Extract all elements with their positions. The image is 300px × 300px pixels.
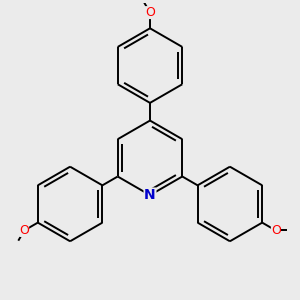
Text: O: O — [271, 224, 281, 237]
Text: N: N — [144, 188, 156, 202]
Text: O: O — [145, 6, 155, 19]
Text: O: O — [19, 224, 29, 237]
